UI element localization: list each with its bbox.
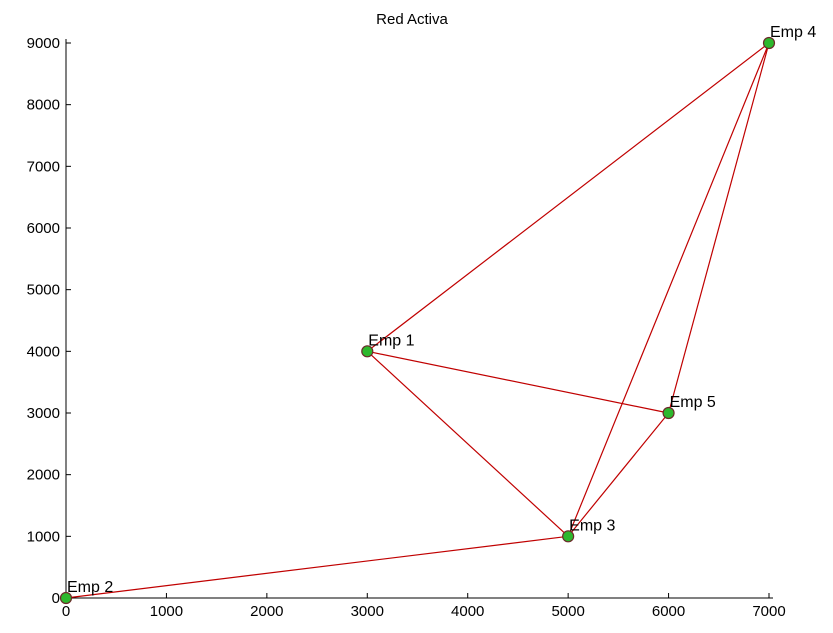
x-tick-label: 1000 bbox=[150, 603, 183, 620]
network-edge bbox=[367, 350, 669, 414]
network-edge bbox=[567, 412, 670, 537]
y-tick-label: 3000 bbox=[27, 405, 60, 422]
y-tick-label: 4000 bbox=[27, 343, 60, 360]
y-tick-label: 1000 bbox=[27, 528, 60, 545]
x-tick-label: 6000 bbox=[652, 603, 685, 620]
y-tick-label: 2000 bbox=[27, 467, 60, 484]
network-edge bbox=[567, 42, 770, 537]
node-label: Emp 1 bbox=[368, 332, 414, 349]
y-tick-label: 9000 bbox=[27, 35, 60, 52]
node-marker bbox=[562, 530, 575, 543]
x-tick-label: 7000 bbox=[752, 603, 785, 620]
x-tick-label: 5000 bbox=[551, 603, 584, 620]
x-tick-label: 3000 bbox=[351, 603, 384, 620]
axes: 0 1000 2000 3000 4000 5000 6000 7000 0 1000 2000 30… bbox=[27, 35, 786, 620]
y-tick-label: 8000 bbox=[27, 97, 60, 114]
x-tick-label: 4000 bbox=[451, 603, 484, 620]
network-edge bbox=[366, 350, 569, 537]
chart-title: Red Activa bbox=[376, 11, 448, 28]
nodes-group: Emp 1 Emp 2 Emp 3 Emp 4 Emp 5 bbox=[59, 24, 816, 605]
y-tick-label: 6000 bbox=[27, 220, 60, 237]
network-edge bbox=[65, 535, 569, 599]
network-edge bbox=[667, 42, 770, 414]
node-label: Emp 5 bbox=[670, 394, 716, 411]
y-tick-label: 0 bbox=[52, 590, 60, 607]
x-tick-label: 2000 bbox=[250, 603, 283, 620]
node-label: Emp 3 bbox=[569, 517, 615, 534]
y-tick-label: 5000 bbox=[27, 282, 60, 299]
network-edge bbox=[366, 42, 770, 352]
x-tick-label: 0 bbox=[62, 603, 70, 620]
node-label: Emp 2 bbox=[67, 579, 113, 596]
node-marker bbox=[361, 345, 374, 358]
node-marker bbox=[662, 406, 675, 420]
edges-group bbox=[65, 42, 770, 599]
node-marker bbox=[59, 591, 73, 605]
node-label: Emp 4 bbox=[770, 24, 816, 41]
node-marker bbox=[762, 36, 776, 50]
y-tick-label: 7000 bbox=[27, 158, 60, 175]
